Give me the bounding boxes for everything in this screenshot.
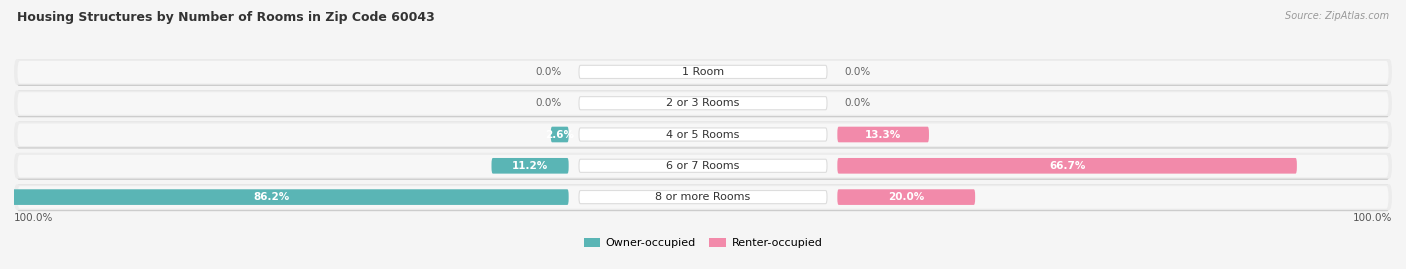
Text: 2 or 3 Rooms: 2 or 3 Rooms — [666, 98, 740, 108]
Text: 86.2%: 86.2% — [253, 192, 290, 202]
FancyBboxPatch shape — [17, 92, 1389, 115]
Text: 0.0%: 0.0% — [844, 67, 870, 77]
FancyBboxPatch shape — [0, 189, 568, 205]
FancyBboxPatch shape — [17, 61, 1389, 83]
FancyBboxPatch shape — [838, 189, 976, 205]
FancyBboxPatch shape — [15, 90, 1391, 117]
FancyBboxPatch shape — [14, 153, 1392, 179]
FancyBboxPatch shape — [14, 184, 1392, 210]
Text: 11.2%: 11.2% — [512, 161, 548, 171]
FancyBboxPatch shape — [551, 127, 568, 142]
FancyBboxPatch shape — [17, 186, 1389, 209]
Text: 100.0%: 100.0% — [1353, 213, 1392, 223]
Text: 0.0%: 0.0% — [536, 98, 562, 108]
Legend: Owner-occupied, Renter-occupied: Owner-occupied, Renter-occupied — [579, 233, 827, 253]
Text: Housing Structures by Number of Rooms in Zip Code 60043: Housing Structures by Number of Rooms in… — [17, 11, 434, 24]
FancyBboxPatch shape — [17, 155, 1389, 177]
FancyBboxPatch shape — [17, 123, 1389, 146]
Text: 4 or 5 Rooms: 4 or 5 Rooms — [666, 129, 740, 140]
FancyBboxPatch shape — [579, 65, 827, 79]
FancyBboxPatch shape — [579, 190, 827, 204]
FancyBboxPatch shape — [579, 128, 827, 141]
FancyBboxPatch shape — [15, 122, 1391, 148]
FancyBboxPatch shape — [15, 153, 1391, 180]
FancyBboxPatch shape — [14, 122, 1392, 147]
Text: 8 or more Rooms: 8 or more Rooms — [655, 192, 751, 202]
Text: 100.0%: 100.0% — [14, 213, 53, 223]
Text: Source: ZipAtlas.com: Source: ZipAtlas.com — [1285, 11, 1389, 21]
FancyBboxPatch shape — [14, 59, 1392, 85]
Text: 13.3%: 13.3% — [865, 129, 901, 140]
Text: 20.0%: 20.0% — [889, 192, 924, 202]
FancyBboxPatch shape — [492, 158, 568, 174]
Text: 2.6%: 2.6% — [546, 129, 574, 140]
Text: 1 Room: 1 Room — [682, 67, 724, 77]
FancyBboxPatch shape — [838, 127, 929, 142]
FancyBboxPatch shape — [579, 97, 827, 110]
FancyBboxPatch shape — [15, 184, 1391, 211]
FancyBboxPatch shape — [838, 158, 1296, 174]
FancyBboxPatch shape — [579, 159, 827, 172]
Text: 0.0%: 0.0% — [844, 98, 870, 108]
FancyBboxPatch shape — [15, 59, 1391, 86]
Text: 0.0%: 0.0% — [536, 67, 562, 77]
FancyBboxPatch shape — [14, 90, 1392, 116]
Text: 6 or 7 Rooms: 6 or 7 Rooms — [666, 161, 740, 171]
Text: 66.7%: 66.7% — [1049, 161, 1085, 171]
